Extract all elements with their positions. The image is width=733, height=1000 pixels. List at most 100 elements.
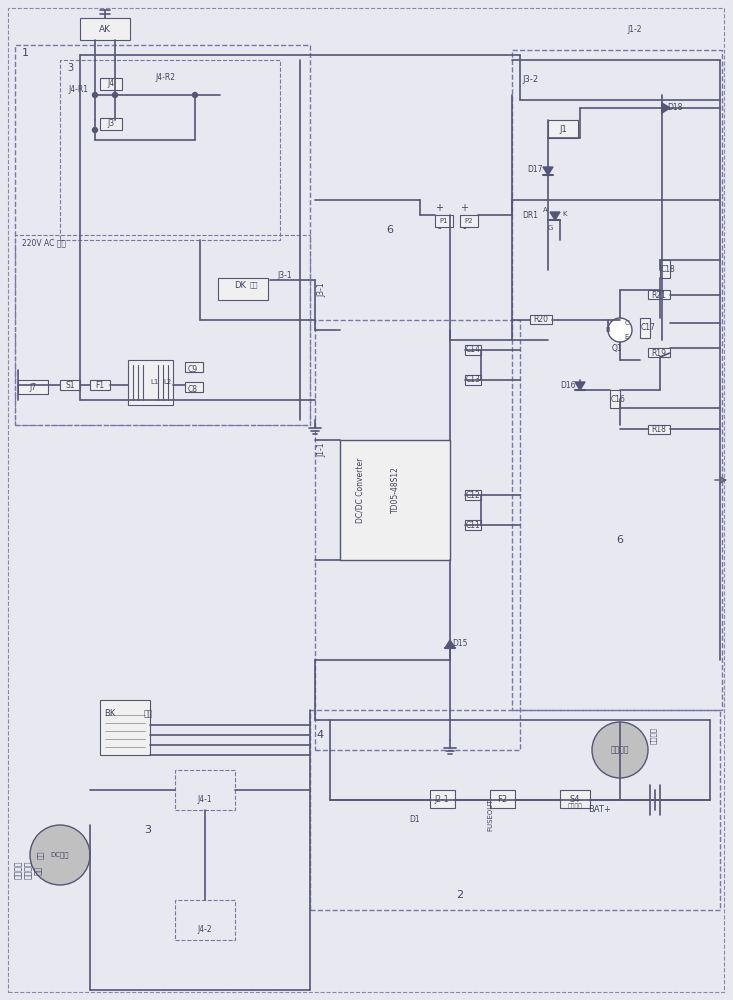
Bar [640,318,650,338]
Bar [315,320,520,750]
Bar [548,120,578,138]
Text: 电源: 电源 [34,865,43,875]
Text: D16: D16 [560,380,575,389]
Text: BAT+: BAT+ [589,806,611,814]
Text: C8: C8 [188,385,198,394]
Bar [340,440,450,560]
Text: A: A [542,207,548,213]
Text: 1: 1 [22,48,29,58]
Text: R21: R21 [652,290,666,300]
Text: 3: 3 [144,825,152,835]
Text: C16: C16 [611,394,625,403]
Text: D15: D15 [452,639,468,648]
Bar [465,345,481,355]
Text: DK: DK [234,280,246,290]
Text: P1: P1 [440,218,449,224]
Text: DC输出: DC输出 [51,852,69,858]
Text: J4: J4 [108,80,114,89]
Text: Q1: Q1 [611,344,622,353]
Bar [648,290,670,299]
Text: J1-2: J1-2 [627,25,642,34]
Circle shape [193,93,197,98]
Bar [15,235,310,425]
Text: +: + [460,203,468,213]
Text: 6: 6 [616,535,624,545]
Text: B: B [605,327,611,333]
Text: D18: D18 [667,104,682,112]
Circle shape [30,825,90,885]
Text: DR1: DR1 [522,212,538,221]
Text: 4: 4 [317,730,323,740]
Bar [185,382,203,392]
Text: S1: S1 [65,380,75,389]
Bar [430,790,455,808]
Text: C14: C14 [465,346,480,355]
Text: K: K [563,211,567,217]
Bar [648,348,670,357]
Text: 直流: 直流 [37,851,43,859]
Bar [512,50,722,710]
Bar [80,18,130,40]
Text: 220V AC 输入: 220V AC 输入 [22,238,66,247]
Text: -: - [438,223,441,233]
Text: G: G [548,225,553,231]
Text: J1: J1 [559,124,567,133]
Text: L2: L2 [163,379,172,385]
Bar [465,520,481,530]
Text: DC/DC Converter: DC/DC Converter [356,457,364,523]
Text: E: E [625,334,629,340]
Text: +: + [435,203,443,213]
Circle shape [92,127,97,132]
Bar [100,78,122,90]
Bar [648,425,670,434]
Text: C: C [625,320,630,326]
Polygon shape [550,212,560,220]
Bar [610,390,620,408]
Text: P2: P2 [465,218,474,224]
Text: C9: C9 [188,365,198,374]
Text: TD05-48S12: TD05-48S12 [391,467,399,513]
Bar [128,360,173,405]
Circle shape [92,93,97,98]
Bar [185,362,203,372]
Bar [100,700,150,755]
Polygon shape [543,167,553,175]
Text: S4: S4 [570,794,581,804]
Text: L1: L1 [150,379,158,385]
Text: C12: C12 [465,490,480,499]
Text: 用户终端: 用户终端 [13,861,23,879]
Bar [465,490,481,500]
Text: J1-1: J1-1 [317,443,326,457]
Text: J4-R1: J4-R1 [68,86,88,95]
Text: 2: 2 [457,890,463,900]
Polygon shape [662,103,670,113]
Bar [490,790,515,808]
Text: J4-2: J4-2 [198,926,213,934]
Circle shape [608,318,632,342]
Bar [530,315,552,324]
Text: R18: R18 [652,426,666,434]
Text: J3: J3 [108,119,114,128]
Bar [460,215,478,227]
Text: 电源开关: 电源开关 [567,803,583,809]
Text: FUSEOUT: FUSEOUT [487,799,493,831]
Text: D17: D17 [527,165,542,174]
Text: 通信设备: 通信设备 [23,861,32,879]
Text: F1: F1 [95,380,105,389]
Text: J2-1: J2-1 [435,794,449,804]
Bar [560,790,590,808]
Text: 3: 3 [67,63,73,73]
Bar [18,380,48,394]
Text: J7: J7 [29,382,37,391]
Bar [465,375,481,385]
Bar [660,260,670,278]
Text: J4-1: J4-1 [198,796,213,804]
Bar [100,118,122,130]
Text: R19: R19 [652,349,666,358]
Text: R20: R20 [534,316,548,324]
Text: C18: C18 [660,264,675,273]
Bar [175,900,235,940]
Text: C11: C11 [465,520,480,530]
Text: 继电: 继电 [250,282,258,288]
Bar [218,278,268,300]
